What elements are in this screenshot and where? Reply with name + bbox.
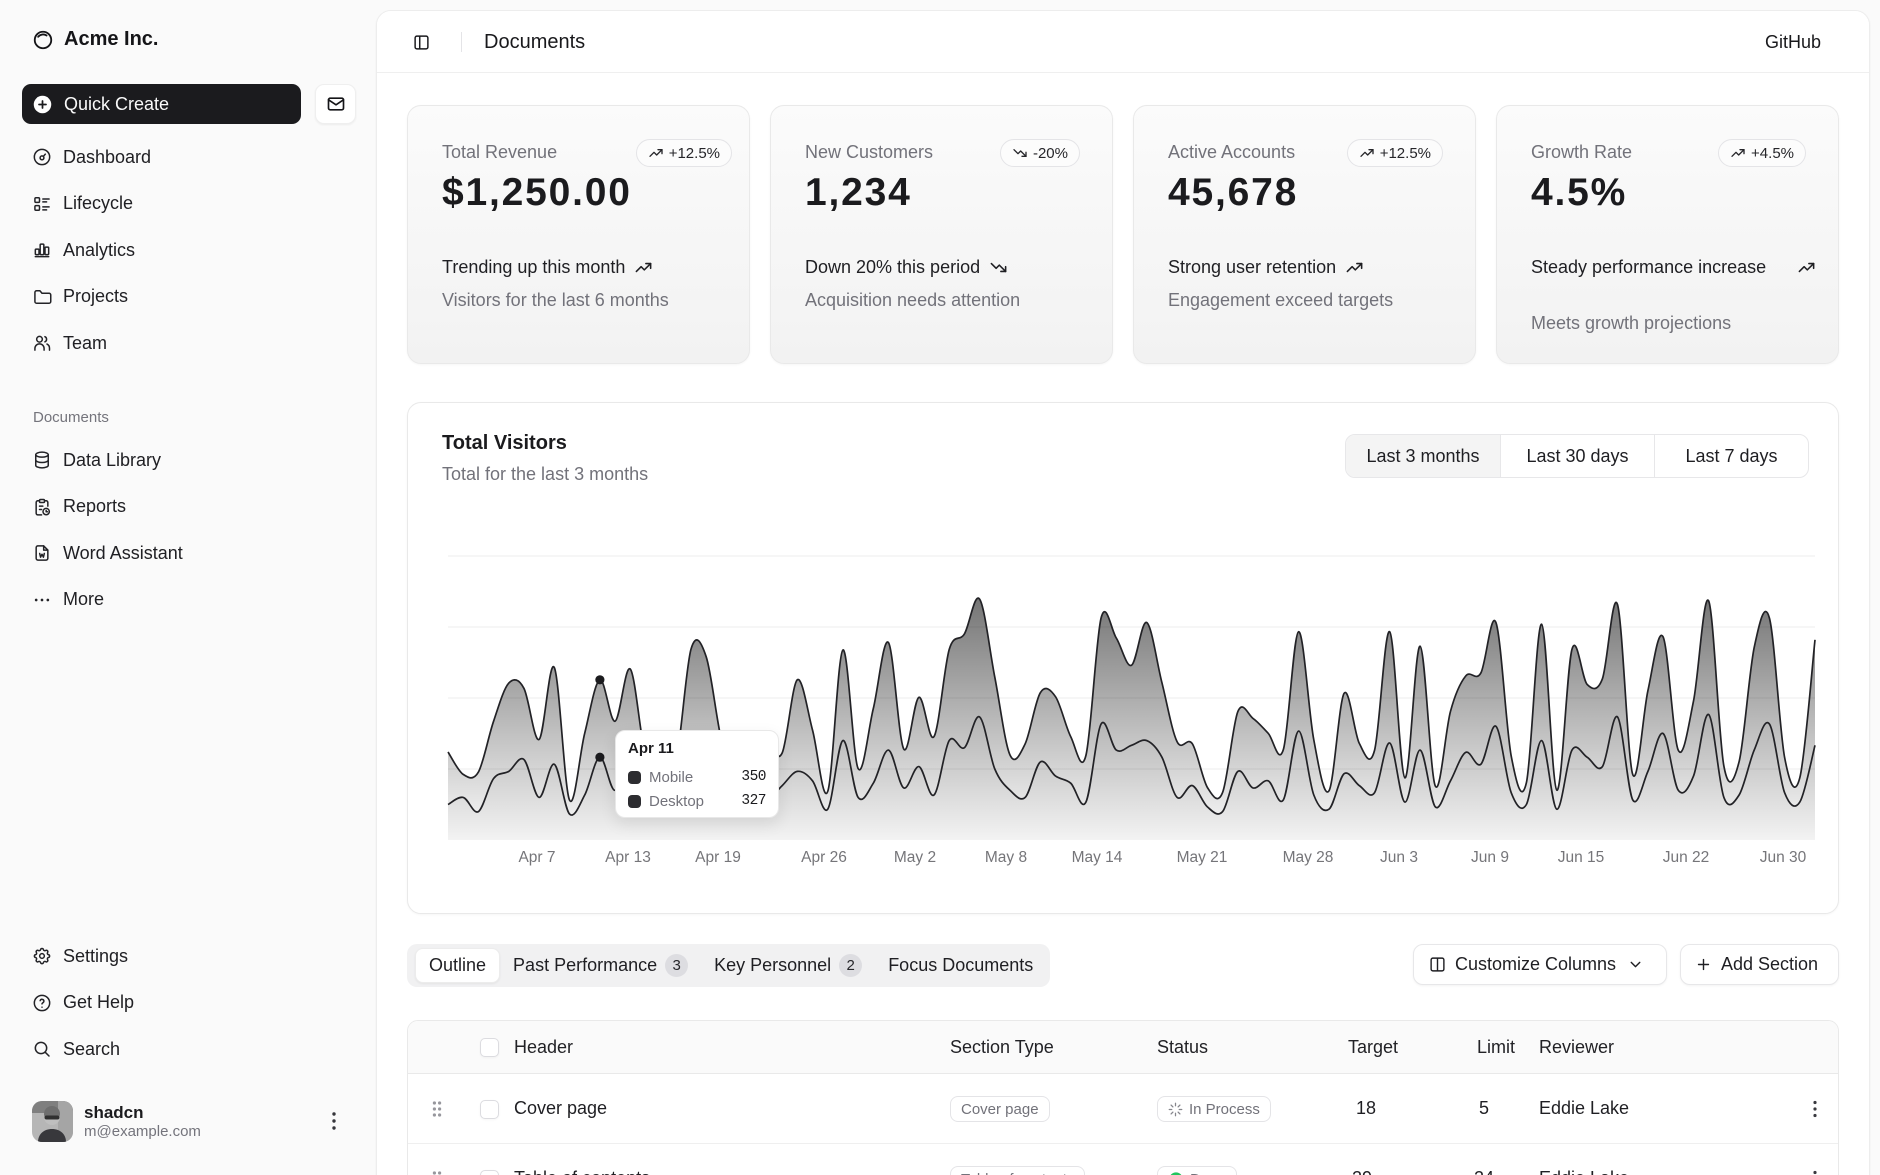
svg-text:Jun 3: Jun 3: [1380, 849, 1418, 866]
svg-text:May 8: May 8: [985, 849, 1027, 866]
svg-text:Jun 30: Jun 30: [1760, 849, 1807, 866]
svg-text:May 2: May 2: [894, 849, 936, 866]
svg-text:Jun 22: Jun 22: [1663, 849, 1710, 866]
svg-text:May 14: May 14: [1072, 849, 1123, 866]
svg-text:Jun 9: Jun 9: [1471, 849, 1509, 866]
svg-text:May 21: May 21: [1177, 849, 1228, 866]
svg-text:Jun 15: Jun 15: [1558, 849, 1605, 866]
svg-text:May 28: May 28: [1283, 849, 1334, 866]
svg-text:Apr 13: Apr 13: [605, 849, 651, 866]
svg-text:Apr 7: Apr 7: [518, 849, 555, 866]
svg-text:Apr 26: Apr 26: [801, 849, 847, 866]
svg-text:Apr 19: Apr 19: [695, 849, 741, 866]
